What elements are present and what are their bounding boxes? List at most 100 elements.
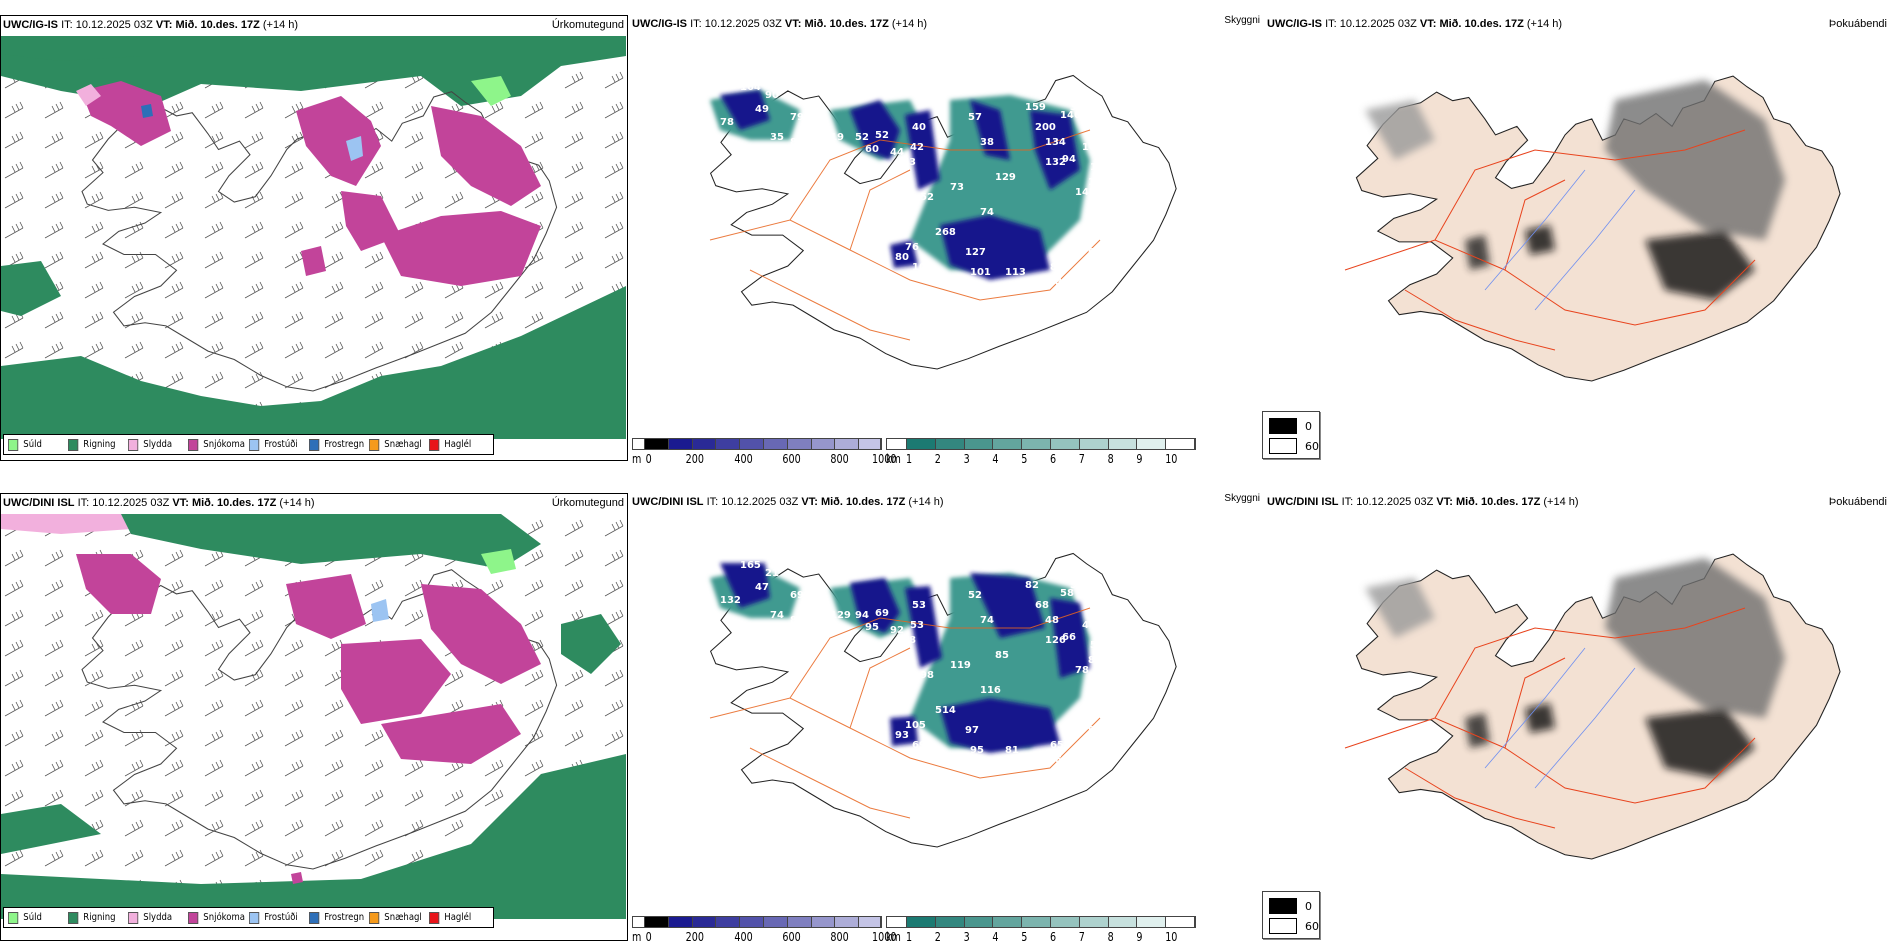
colorbar-cell [964,439,994,449]
snow-depth-label: 129 [830,610,851,621]
snow-depth-label: 129 [995,172,1016,183]
colorbar-cell [811,917,836,927]
colorbar-tick: 2 [934,930,941,944]
legend-label: Slydda [143,912,173,923]
it-value: 10.12.2025 03Z [721,496,799,508]
snow-depth-label: 96 [1088,725,1102,736]
colorbar-cell [935,917,965,927]
colorbar-cell [668,439,693,449]
legend-swatch [308,438,319,451]
legend-item: Rigning [68,911,126,924]
legend-swatch [428,438,440,451]
snow-depth-label: 271 [1108,720,1129,731]
height-colorbar-cells [632,438,882,450]
vt-label: VT: [801,496,818,508]
snow-depth-label: 53 [910,620,924,631]
vt-label: VT: [172,497,189,509]
snow-depth-label: 514 [935,705,956,716]
fog-legend-item: 60 [1269,918,1319,934]
snow-depth-label: 49 [755,104,769,115]
colorbar-tick: 0 [645,930,652,944]
snow-depth-label: 80 [895,252,909,263]
fog-legend-label: 0 [1305,419,1312,433]
legend-label: Rigning [83,439,116,450]
snow-depth-label: 76 [905,242,919,253]
it-value: 10.12.2025 03Z [704,18,782,30]
lead-time: (+14 h) [279,497,315,509]
snow-depth-label: 69 [912,740,926,751]
height-ticks: m 0 200 400 600 800 1000 [632,930,896,944]
snow-depth-label: 48 [1045,615,1059,626]
snow-depth-label: 90 [765,90,779,101]
legend-label: Snæhagl [384,912,422,923]
precip-title: Úrkomutegund [551,19,624,31]
snow-depth-label: 132 [1045,157,1066,168]
snow-depth-label: 52 [920,192,934,203]
snow-depth-label: 89 [1055,277,1069,288]
colorbar-tick: 1 [906,452,913,466]
it-value: 10.12.2025 03Z [75,19,153,31]
vt-value: Mið. 10.des. 17Z [820,496,906,508]
visibility-ticks: km 1 2 3 4 5 6 7 8 9 10 [886,930,1190,944]
colorbar-cell [668,917,693,927]
snow-depth-label: 69 [875,608,889,619]
lead-time: (+14 h) [891,18,928,30]
visibility-panel-top: UWC/IG-IS IT: 10.12.2025 03Z VT: Mið. 10… [630,15,1320,466]
snow-depth-label: 44 [890,147,904,158]
legend-label: Frostregn [323,439,364,450]
snow-depth-label: 66 [1088,247,1102,258]
snow-depth-label: 127 [965,247,986,258]
height-ticks: m 0 200 400 600 800 1000 [632,452,896,466]
snow-depth-label: 57 [968,112,982,123]
vt-value: Mið. 10.des. 17Z [804,18,889,30]
legend-label: Frostúði [263,439,298,450]
panel-header: UWC/DINI ISL IT: 10.12.2025 03Z VT: Mið.… [3,497,315,510]
snow-depth-label: 113 [1005,267,1026,278]
legend-item: Haglél [428,911,487,924]
panel-header: UWC/DINI ISL IT: 10.12.2025 03Z VT: Mið.… [632,496,944,509]
legend-item: Frostúði [248,438,307,451]
snow-depth-label: 52 [875,130,889,141]
colorbar-cell [964,917,994,927]
snow-depth-label: 116 [980,685,1001,696]
snow-depth-label: 146 [1060,110,1081,121]
snow-depth-label: 101 [970,267,991,278]
colorbar-cell [1166,439,1195,449]
it-label: IT: [61,19,73,31]
snow-depth-label: 77 [1030,352,1044,363]
colorbar-cell [740,917,764,927]
legend-swatch [68,911,79,924]
colorbar-cell [906,439,936,449]
colorbar-cell [1108,439,1138,449]
colorbar-cell [1022,439,1051,449]
colorbar-cell [740,439,764,449]
snow-depth-label: 268 [935,227,956,238]
colorbar-tick: 4 [992,930,999,944]
colorbar-cell [716,439,741,449]
snow-depth-label: 74 [770,610,784,621]
colorbar-cell [1050,917,1080,927]
snow-depth-label: 74 [980,207,994,218]
legend-item: Slydda [128,438,186,451]
legend-label: Súld [23,912,42,923]
snow-depth-label: 13 [1090,162,1104,173]
legend-item: Rigning [68,438,126,451]
snow-depth-label: 165 [740,560,761,571]
vt-value: Mið. 10.des. 17Z [1455,496,1541,508]
fog-legend-item: 60 [1269,438,1319,454]
snow-depth-label: 126 [1045,635,1066,646]
vt-label: VT: [155,19,173,31]
snow-depth-label: 60 [1055,755,1069,766]
legend-swatch [308,911,319,924]
snow-depth-label: 94 [855,610,869,621]
visibility-colorbar: km 1 2 3 4 5 6 7 8 9 10 [886,916,1196,950]
colorbar-tick: 7 [1078,930,1085,944]
fog-legend-label: 60 [1305,919,1319,933]
vt-label: VT: [1419,18,1437,30]
colorbar-unit: km [886,930,901,944]
visibility-title: Skyggni [1224,493,1260,504]
snow-depth-label: 90 [1108,147,1122,158]
legend-item: Snjókoma [188,911,246,924]
snow-depth-label: 66 [1062,632,1076,643]
